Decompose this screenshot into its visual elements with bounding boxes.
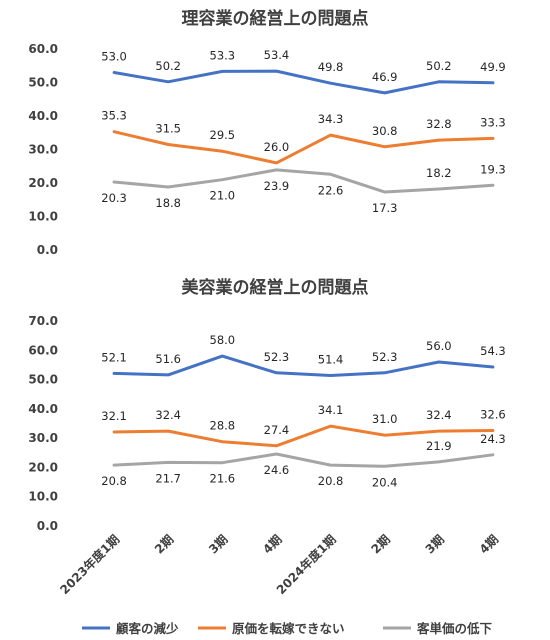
y-tick-label: 10.0 xyxy=(28,210,58,224)
data-label: 21.6 xyxy=(210,472,236,486)
chart-panel-1: 理容業の経営上の問題点 0.0 10.0 20.0 30.0 40.0 50.0 60.0 53… xyxy=(28,8,505,257)
series-line-2 xyxy=(112,130,495,165)
data-label: 32.4 xyxy=(155,408,181,422)
legend-label: 客単価の低下 xyxy=(416,621,493,636)
series-line-1 xyxy=(112,69,495,95)
data-label: 18.2 xyxy=(426,166,452,180)
data-label: 50.2 xyxy=(155,59,181,73)
y-tick-label: 0.0 xyxy=(37,519,58,533)
x-tick-label: 3期 xyxy=(205,532,230,557)
x-tick-label: 2023年度1期 xyxy=(57,532,123,598)
data-label: 17.3 xyxy=(372,201,398,215)
data-label: 52.3 xyxy=(372,350,398,364)
data-label: 35.3 xyxy=(101,109,127,123)
data-label: 53.4 xyxy=(264,48,290,62)
data-label: 53.3 xyxy=(210,48,236,62)
data-label: 49.8 xyxy=(318,60,344,74)
data-label: 58.0 xyxy=(210,333,236,347)
y-tick-label: 10.0 xyxy=(28,490,58,504)
x-tick-label: 2期 xyxy=(151,532,176,557)
chart-title: 理容業の経営上の問題点 xyxy=(182,8,369,29)
data-label: 27.4 xyxy=(264,423,290,437)
data-label: 52.3 xyxy=(264,350,290,364)
chart-panel-2: 美容業の経営上の問題点 0.0 10.0 20.0 30.0 40.0 50.0 60.0 70… xyxy=(28,277,505,597)
data-label: 46.9 xyxy=(372,70,398,84)
chart-title: 美容業の経営上の問題点 xyxy=(182,277,369,298)
legend-label: 原価を転嫁できない xyxy=(232,621,345,636)
data-label: 18.8 xyxy=(155,196,181,210)
data-label: 34.1 xyxy=(318,403,344,417)
y-tick-label: 0.0 xyxy=(37,243,58,257)
y-tick-label: 30.0 xyxy=(28,143,58,157)
series-line-3 xyxy=(112,168,495,194)
data-label: 34.3 xyxy=(318,112,344,126)
data-label: 51.4 xyxy=(318,352,344,366)
series-line-1 xyxy=(112,354,495,377)
data-label: 21.7 xyxy=(155,471,181,485)
data-label: 28.8 xyxy=(210,419,236,433)
y-tick-label: 40.0 xyxy=(28,402,58,416)
data-label: 32.1 xyxy=(101,409,127,423)
data-label: 20.4 xyxy=(372,475,398,489)
legend: 顧客の減少 原価を転嫁できない 客単価の低下 xyxy=(82,621,493,636)
y-tick-label: 20.0 xyxy=(28,460,58,474)
y-tick-label: 70.0 xyxy=(28,314,58,328)
x-tick-label: 3期 xyxy=(422,532,447,557)
data-label: 20.8 xyxy=(101,474,127,488)
data-label: 19.3 xyxy=(480,162,506,176)
data-label: 21.9 xyxy=(426,439,452,453)
data-label: 31.5 xyxy=(155,121,181,135)
data-label: 49.9 xyxy=(480,60,506,74)
data-label: 31.0 xyxy=(372,412,398,426)
data-label: 54.3 xyxy=(480,344,506,358)
data-label: 56.0 xyxy=(426,339,452,353)
y-tick-label: 60.0 xyxy=(28,343,58,357)
data-label: 21.0 xyxy=(210,189,236,203)
data-label: 52.1 xyxy=(101,350,127,364)
x-tick-label: 2期 xyxy=(368,532,393,557)
y-tick-label: 50.0 xyxy=(28,76,58,90)
x-tick-label: 4期 xyxy=(260,532,285,557)
data-label: 33.3 xyxy=(480,115,506,129)
x-tick-label: 4期 xyxy=(476,532,501,557)
y-tick-label: 20.0 xyxy=(28,176,58,190)
data-label: 26.0 xyxy=(264,140,290,154)
y-tick-label: 40.0 xyxy=(28,109,58,123)
data-label: 20.3 xyxy=(101,191,127,205)
data-label: 32.8 xyxy=(426,117,452,131)
y-tick-label: 60.0 xyxy=(28,42,58,56)
legend-label: 顧客の減少 xyxy=(116,621,179,636)
data-label: 24.6 xyxy=(264,463,290,477)
series-line-2 xyxy=(112,424,495,448)
data-label: 22.6 xyxy=(318,183,344,197)
data-label: 32.4 xyxy=(426,408,452,422)
data-label: 51.6 xyxy=(155,352,181,366)
data-label: 30.8 xyxy=(372,124,398,138)
data-label: 50.2 xyxy=(426,59,452,73)
data-label: 23.9 xyxy=(264,179,290,193)
data-label: 29.5 xyxy=(210,128,236,142)
data-label: 53.0 xyxy=(101,49,127,63)
data-label: 32.6 xyxy=(480,408,506,422)
data-label: 20.8 xyxy=(318,474,344,488)
y-tick-label: 30.0 xyxy=(28,431,58,445)
series-line-3 xyxy=(112,452,495,468)
data-label: 24.3 xyxy=(480,432,506,446)
y-tick-label: 50.0 xyxy=(28,373,58,387)
